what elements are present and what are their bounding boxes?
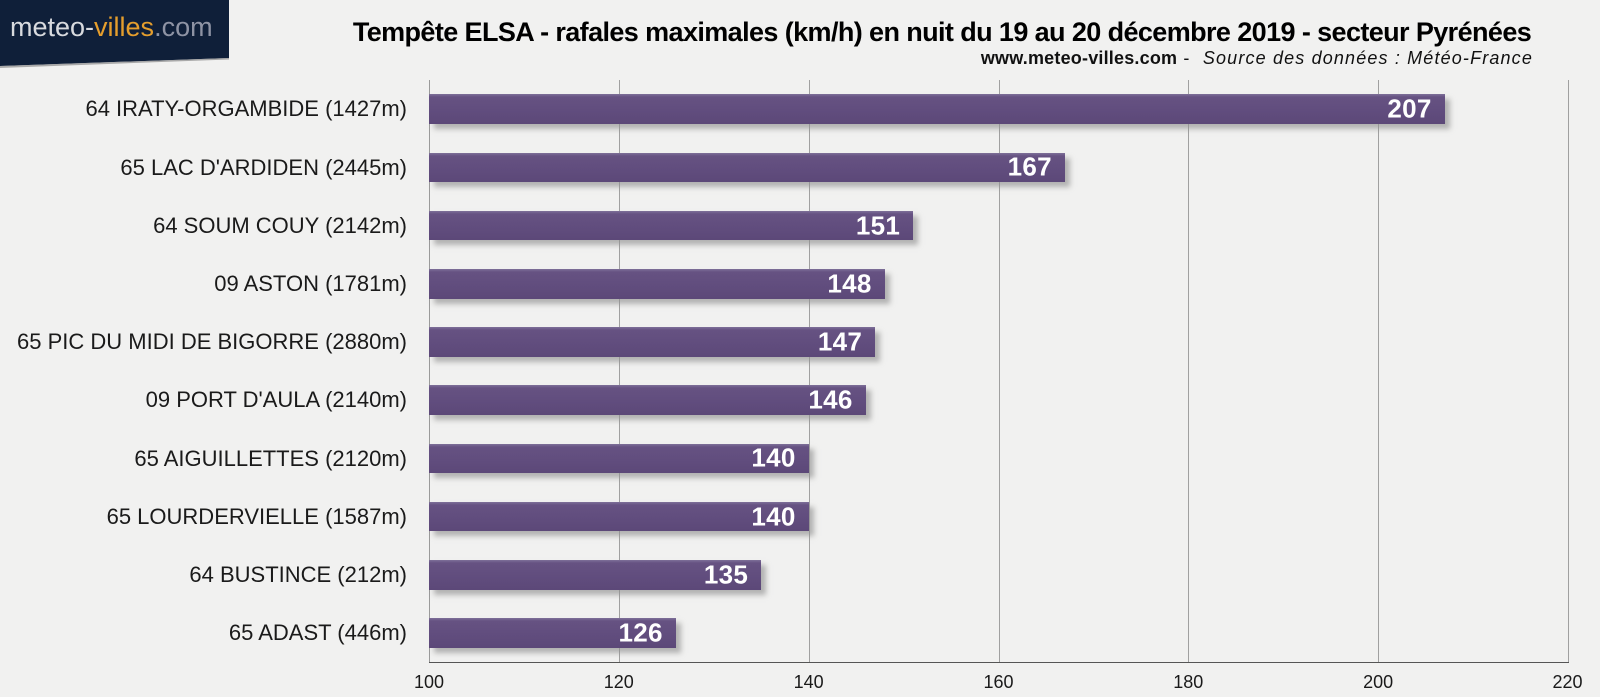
svg-text:meteo-villes.com: meteo-villes.com bbox=[10, 12, 213, 42]
